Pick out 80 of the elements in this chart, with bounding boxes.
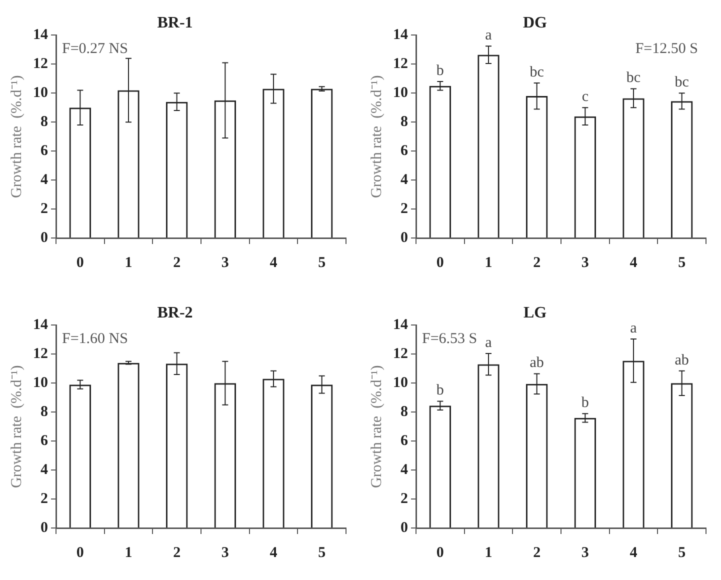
annotation: a bbox=[485, 28, 492, 44]
y-tick-label: 0 bbox=[400, 230, 408, 246]
annotation: ab bbox=[674, 352, 689, 368]
x-tick-label: 3 bbox=[581, 254, 589, 271]
annotation: bc bbox=[674, 74, 690, 91]
chart-title: BR-1 bbox=[157, 14, 193, 32]
x-tick-label: 1 bbox=[484, 544, 492, 561]
y-tick-label: 14 bbox=[33, 27, 48, 44]
annotation: F=0.27 NS bbox=[62, 41, 128, 58]
annotation: F=6.53 S bbox=[422, 331, 478, 348]
y-tick-label: 2 bbox=[400, 200, 408, 217]
y-tick-label: 12 bbox=[393, 346, 408, 362]
y-axis-title: Growth rate (%.d⁻¹) bbox=[8, 75, 25, 198]
y-tick-label: 0 bbox=[40, 230, 48, 246]
y-tick-label: 12 bbox=[393, 56, 408, 72]
x-tick-label: 3 bbox=[221, 544, 229, 561]
x-tick-label: 1 bbox=[484, 254, 492, 271]
y-tick-label: 14 bbox=[393, 317, 408, 334]
y-tick-label: 6 bbox=[400, 432, 408, 449]
x-tick-label: 3 bbox=[221, 254, 229, 271]
x-tick-label: 4 bbox=[630, 544, 638, 561]
y-tick-label: 6 bbox=[40, 432, 48, 449]
x-tick-label: 0 bbox=[436, 544, 444, 561]
annotation: bc bbox=[530, 64, 544, 80]
y-tick-label: 4 bbox=[40, 462, 48, 478]
x-tick-label: 0 bbox=[76, 544, 84, 561]
y-tick-label: 4 bbox=[400, 172, 408, 188]
annotation: a bbox=[485, 334, 492, 351]
y-axis-title: Growth rate (%.d⁻¹) bbox=[368, 365, 385, 488]
y-tick-label: 14 bbox=[33, 317, 48, 334]
annotation: F=12.50 S bbox=[635, 41, 698, 58]
x-tick-label: 5 bbox=[318, 254, 326, 271]
annotation: bc bbox=[626, 70, 641, 86]
y-tick-label: 14 bbox=[393, 27, 408, 44]
x-tick-label: 5 bbox=[318, 544, 326, 561]
y-tick-label: 0 bbox=[40, 520, 48, 536]
y-tick-label: 8 bbox=[400, 404, 408, 420]
y-tick-label: 2 bbox=[40, 490, 48, 507]
x-tick-label: 3 bbox=[581, 544, 589, 561]
x-tick-label: 2 bbox=[173, 544, 181, 561]
chart-title: DG bbox=[523, 14, 548, 32]
y-tick-label: 0 bbox=[400, 520, 408, 536]
chart-title: LG bbox=[523, 304, 548, 322]
chart-title: BR-2 bbox=[157, 304, 193, 322]
x-tick-label: 1 bbox=[124, 544, 132, 561]
y-tick-label: 8 bbox=[40, 404, 48, 420]
y-tick-label: 4 bbox=[400, 462, 408, 478]
y-tick-label: 10 bbox=[33, 85, 48, 102]
annotation: ab bbox=[530, 355, 544, 372]
x-tick-label: 2 bbox=[533, 254, 541, 271]
annotation: F=1.60 NS bbox=[62, 331, 128, 348]
x-tick-label: 0 bbox=[76, 254, 84, 271]
y-tick-label: 2 bbox=[40, 200, 48, 217]
annotation: a bbox=[630, 320, 638, 336]
y-axis-title: Growth rate (%.d⁻¹) bbox=[8, 365, 25, 488]
y-tick-label: 8 bbox=[400, 114, 408, 130]
y-axis-title: Growth rate (%.d⁻¹) bbox=[368, 75, 385, 198]
y-tick-label: 8 bbox=[40, 114, 48, 130]
x-tick-label: 1 bbox=[124, 254, 132, 271]
x-tick-label: 5 bbox=[678, 544, 686, 561]
x-tick-label: 0 bbox=[436, 254, 444, 271]
x-tick-label: 4 bbox=[630, 254, 638, 271]
y-tick-label: 10 bbox=[33, 375, 48, 392]
annotation: c bbox=[582, 89, 589, 106]
y-tick-label: 12 bbox=[33, 56, 48, 72]
x-tick-label: 2 bbox=[173, 254, 181, 271]
x-tick-label: 4 bbox=[270, 544, 278, 561]
annotation: b bbox=[436, 62, 444, 79]
y-tick-label: 10 bbox=[393, 375, 408, 392]
y-tick-label: 6 bbox=[400, 142, 408, 159]
x-tick-label: 5 bbox=[678, 254, 686, 271]
y-tick-label: 6 bbox=[40, 142, 48, 159]
y-tick-label: 2 bbox=[400, 490, 408, 507]
x-tick-label: 2 bbox=[533, 544, 541, 561]
y-tick-label: 4 bbox=[40, 172, 48, 188]
x-tick-label: 4 bbox=[270, 254, 278, 271]
annotation: b bbox=[581, 395, 589, 411]
y-tick-label: 12 bbox=[33, 346, 48, 362]
y-tick-label: 10 bbox=[393, 85, 408, 102]
annotation: b bbox=[436, 382, 444, 399]
